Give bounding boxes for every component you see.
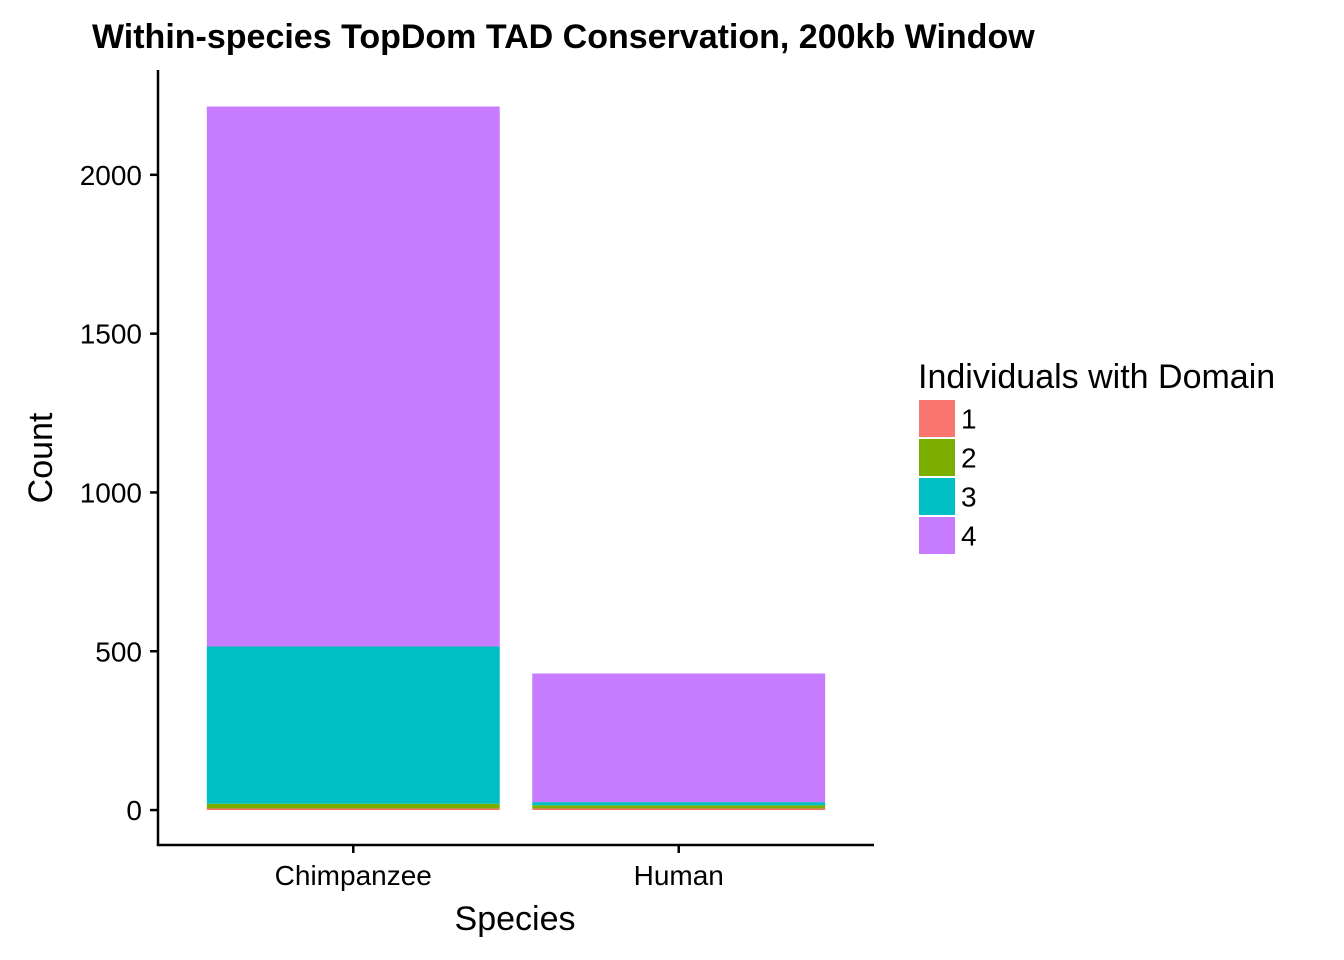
bar-human-series-1 [532, 808, 826, 811]
y-tick-label: 1000 [80, 477, 142, 508]
y-tick-label: 500 [95, 636, 142, 667]
x-ticks-group: Chimpanzee Human [275, 845, 724, 891]
legend: Individuals with Domain 1 2 3 4 [918, 358, 1275, 554]
y-ticks-group: 0 500 1000 1500 2000 [80, 160, 158, 826]
legend-key-4 [919, 517, 955, 554]
bar-human-series-4 [532, 673, 826, 803]
legend-key-2 [919, 439, 955, 476]
bar-chimpanzee-series-2 [206, 803, 500, 809]
x-tick-label: Chimpanzee [275, 860, 432, 891]
bar-chimpanzee-series-3 [206, 646, 500, 804]
legend-label-3: 3 [961, 482, 977, 513]
y-tick-label: 0 [126, 795, 142, 826]
y-axis-title: Count [22, 412, 60, 503]
legend-key-3 [919, 478, 955, 515]
legend-label-2: 2 [961, 443, 977, 474]
x-tick-label: Human [634, 860, 724, 891]
bar-human-series-3 [532, 802, 826, 806]
x-axis-title: Species [455, 900, 576, 938]
y-tick-label: 1500 [80, 319, 142, 350]
bars-group [206, 106, 826, 811]
chart-title: Within-species TopDom TAD Conservation, … [92, 18, 1035, 56]
legend-label-4: 4 [961, 521, 977, 552]
bar-chimpanzee-series-1 [206, 808, 500, 811]
legend-label-1: 1 [961, 404, 977, 435]
legend-title: Individuals with Domain [918, 358, 1275, 396]
bar-chimpanzee-series-4 [206, 106, 500, 647]
bar-human-series-2 [532, 805, 826, 809]
legend-items: 1 2 3 4 [919, 400, 977, 554]
y-tick-label: 2000 [80, 160, 142, 191]
legend-key-1 [919, 400, 955, 437]
